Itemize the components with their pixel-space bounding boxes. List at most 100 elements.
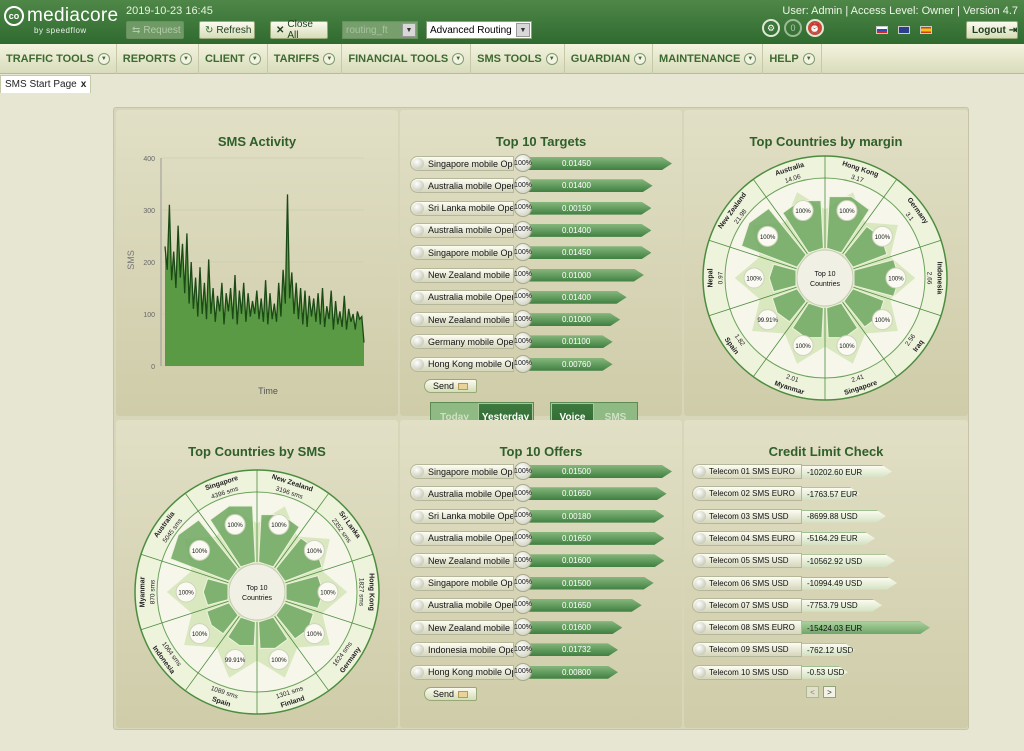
wheel-divider [853, 286, 942, 317]
segment-percent-badge [836, 200, 858, 222]
info-icon[interactable]: 0 [784, 19, 802, 37]
credit-balance: -10202.60 EUR [802, 465, 892, 478]
main-menu: TRAFFIC TOOLS ▼ REPORTS ▼ CLIENT ▼ TARIFFS ▼… [0, 43, 1024, 74]
wheel-segment[interactable] [826, 302, 859, 339]
y-tick-label: 200 [143, 260, 155, 267]
menu-traffic-tools[interactable]: TRAFFIC TOOLS ▼ [0, 43, 117, 74]
segment-percent-badge [792, 200, 814, 222]
refresh-button[interactable]: ↻ Refresh [199, 21, 255, 39]
routing-select[interactable]: routing_ft ▼ [342, 21, 418, 39]
wheel-segment[interactable] [206, 602, 239, 635]
wheel-center-line1: Top 10 [814, 271, 835, 278]
offer-destination: Australia mobile Opera... [410, 486, 514, 502]
y-tick-label: 0 [151, 364, 155, 371]
wheel-divider [708, 239, 797, 270]
offer-value-bar: 0.01650 [524, 599, 642, 612]
menu-financial-tools[interactable]: FINANCIAL TOOLS ▼ [342, 43, 472, 74]
chevron-down-icon: ▼ [402, 23, 416, 37]
wheel-segment[interactable] [768, 263, 797, 293]
wheel-segment[interactable] [275, 602, 314, 640]
chevron-down-icon: ▼ [452, 52, 465, 65]
offer-destination: Singapore mobile Ope... [410, 464, 514, 479]
target-destination: Hong Kong mobile Op... [410, 356, 514, 372]
wheel-segment[interactable] [771, 288, 807, 323]
chevron-down-icon: ▼ [179, 52, 192, 65]
wheel-segment[interactable] [782, 200, 824, 254]
wheel-divider [285, 553, 374, 584]
wheel-divider [752, 179, 808, 254]
target-value-bar: 0.00760 [524, 358, 613, 371]
segment-percent-badge [871, 309, 893, 331]
wheel-segment[interactable] [202, 578, 229, 606]
offers-send-button[interactable]: Send [424, 687, 478, 701]
tab-sms-start-page[interactable]: SMS Start Page x [0, 75, 92, 93]
wheel-segment[interactable] [791, 302, 824, 339]
target-destination: New Zealand mobile O... [410, 267, 514, 283]
segment-percent: 100% [839, 344, 855, 350]
offer-percent: 100% [514, 484, 532, 503]
credit-balance: -5164.29 EUR [802, 532, 875, 545]
menu-tariffs[interactable]: TARIFFS ▼ [268, 43, 343, 74]
flag-uk-icon[interactable] [898, 26, 910, 34]
credit-account: Telecom 02 SMS EURO [692, 486, 802, 502]
alarm-icon[interactable]: ⏰ [806, 19, 824, 37]
target-value-bar: 0.01400 [524, 179, 653, 192]
advanced-routing-select[interactable]: Advanced Routing ▼ [426, 21, 532, 39]
segment-percent: 100% [888, 277, 904, 283]
offer-percent: 100% [514, 528, 532, 547]
offer-destination: Sri Lanka mobile Opera... [410, 508, 514, 524]
countries-margin-panel: Top Countries by margin 100% Hong Kong 3.1… [684, 110, 968, 416]
menu-maintenance[interactable]: MAINTENANCE ▼ [653, 43, 764, 74]
menu-sms-tools[interactable]: SMS TOOLS ▼ [471, 43, 565, 74]
wheel-segment[interactable] [227, 616, 256, 647]
segment-percent: 100% [271, 658, 287, 664]
menu-reports[interactable]: REPORTS ▼ [117, 43, 199, 74]
chevron-down-icon: ▼ [744, 52, 757, 65]
request-icon: ⇆ [132, 24, 141, 36]
menu-guardian[interactable]: GUARDIAN ▼ [565, 43, 654, 74]
menu-client[interactable]: CLIENT ▼ [199, 43, 268, 74]
target-value-bar: 0.01400 [524, 224, 651, 237]
credit-balance: -1763.57 EUR [802, 487, 860, 500]
wheel-divider [184, 493, 240, 568]
logout-button[interactable]: Logout ⇥ [966, 21, 1018, 39]
wheel-center-line1: Top 10 [246, 585, 267, 592]
next-page-button[interactable]: > [823, 686, 836, 698]
prev-page-button[interactable]: < [806, 686, 819, 698]
target-percent: 100% [514, 154, 532, 172]
datetime: 2019-10-23 16:45 [126, 5, 213, 17]
credit-balance: -10562.92 USD [802, 554, 895, 567]
request-button[interactable]: ⇆ Request [126, 21, 184, 39]
wheel-segment[interactable] [258, 616, 289, 649]
top-targets-panel: Top 10 Targets Singapore mobile Ope... 0.… [400, 110, 682, 416]
top-targets-title: Top 10 Targets [495, 134, 587, 149]
settings-icon[interactable]: ⚙ [762, 19, 780, 37]
logo-mark-icon: co [4, 6, 24, 26]
target-destination: Germany mobile Opera... [410, 334, 514, 350]
offer-value-bar: 0.01732 [524, 643, 618, 656]
wheel-divider [274, 616, 330, 691]
target-destination: Australia mobile Opera... [410, 222, 514, 238]
wheel-segment[interactable] [285, 575, 324, 609]
credit-account: Telecom 07 SMS USD [692, 597, 802, 613]
targets-send-button[interactable]: Send [424, 379, 478, 393]
wheel-segment[interactable] [258, 514, 300, 568]
offer-value-bar: 0.01650 [524, 487, 667, 500]
flag-es-icon[interactable] [920, 26, 932, 34]
wheel-divider [140, 553, 229, 584]
offer-destination: Singapore mobile Ope... [410, 575, 514, 591]
segment-percent: 100% [192, 549, 208, 555]
segment-value-label: 14.06 [784, 173, 802, 185]
target-value-bar: 0.01100 [524, 335, 613, 348]
chevron-down-icon: ▼ [248, 52, 261, 65]
close-all-button[interactable]: ✕ Close All [270, 19, 328, 41]
menu-help[interactable]: HELP ▼ [763, 43, 822, 74]
close-tab-icon[interactable]: x [80, 79, 87, 90]
segment-country-label: Hong Kong [368, 573, 375, 611]
target-percent: 100% [514, 220, 532, 239]
offer-percent: 100% [514, 595, 532, 614]
flag-ru-icon[interactable] [876, 26, 888, 34]
credit-pager: < > [806, 686, 836, 698]
chevron-down-icon: ▼ [634, 52, 647, 65]
offer-percent: 100% [514, 618, 532, 637]
